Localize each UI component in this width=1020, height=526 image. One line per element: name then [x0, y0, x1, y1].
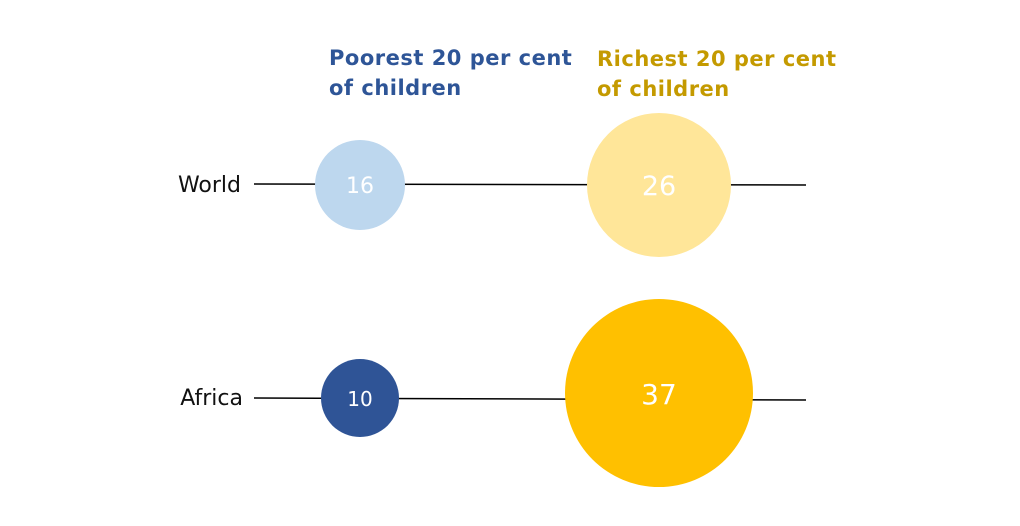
- africa-poorest-value: 10: [347, 387, 372, 411]
- world-poorest-value: 16: [346, 174, 374, 199]
- world-row-label: World: [178, 173, 241, 198]
- world-richest-value: 26: [642, 171, 676, 202]
- africa-poorest-bubble: [321, 359, 399, 437]
- legend-richest: Richest 20 per cent of children: [597, 44, 837, 104]
- legend-poorest: Poorest 20 per cent of children: [329, 43, 572, 103]
- legend-richest-line1: Richest 20 per cent: [597, 47, 837, 71]
- africa-richest-value: 37: [641, 378, 677, 411]
- africa-row-label: Africa: [180, 386, 243, 411]
- legend-poorest-line1: Poorest 20 per cent: [329, 46, 573, 70]
- legend-richest-line2: of children: [597, 77, 730, 101]
- world-poorest-bubble: [315, 140, 405, 230]
- world-richest-bubble: [587, 113, 731, 257]
- legend-poorest-line2: of children: [329, 76, 462, 100]
- africa-richest-bubble: [565, 299, 753, 487]
